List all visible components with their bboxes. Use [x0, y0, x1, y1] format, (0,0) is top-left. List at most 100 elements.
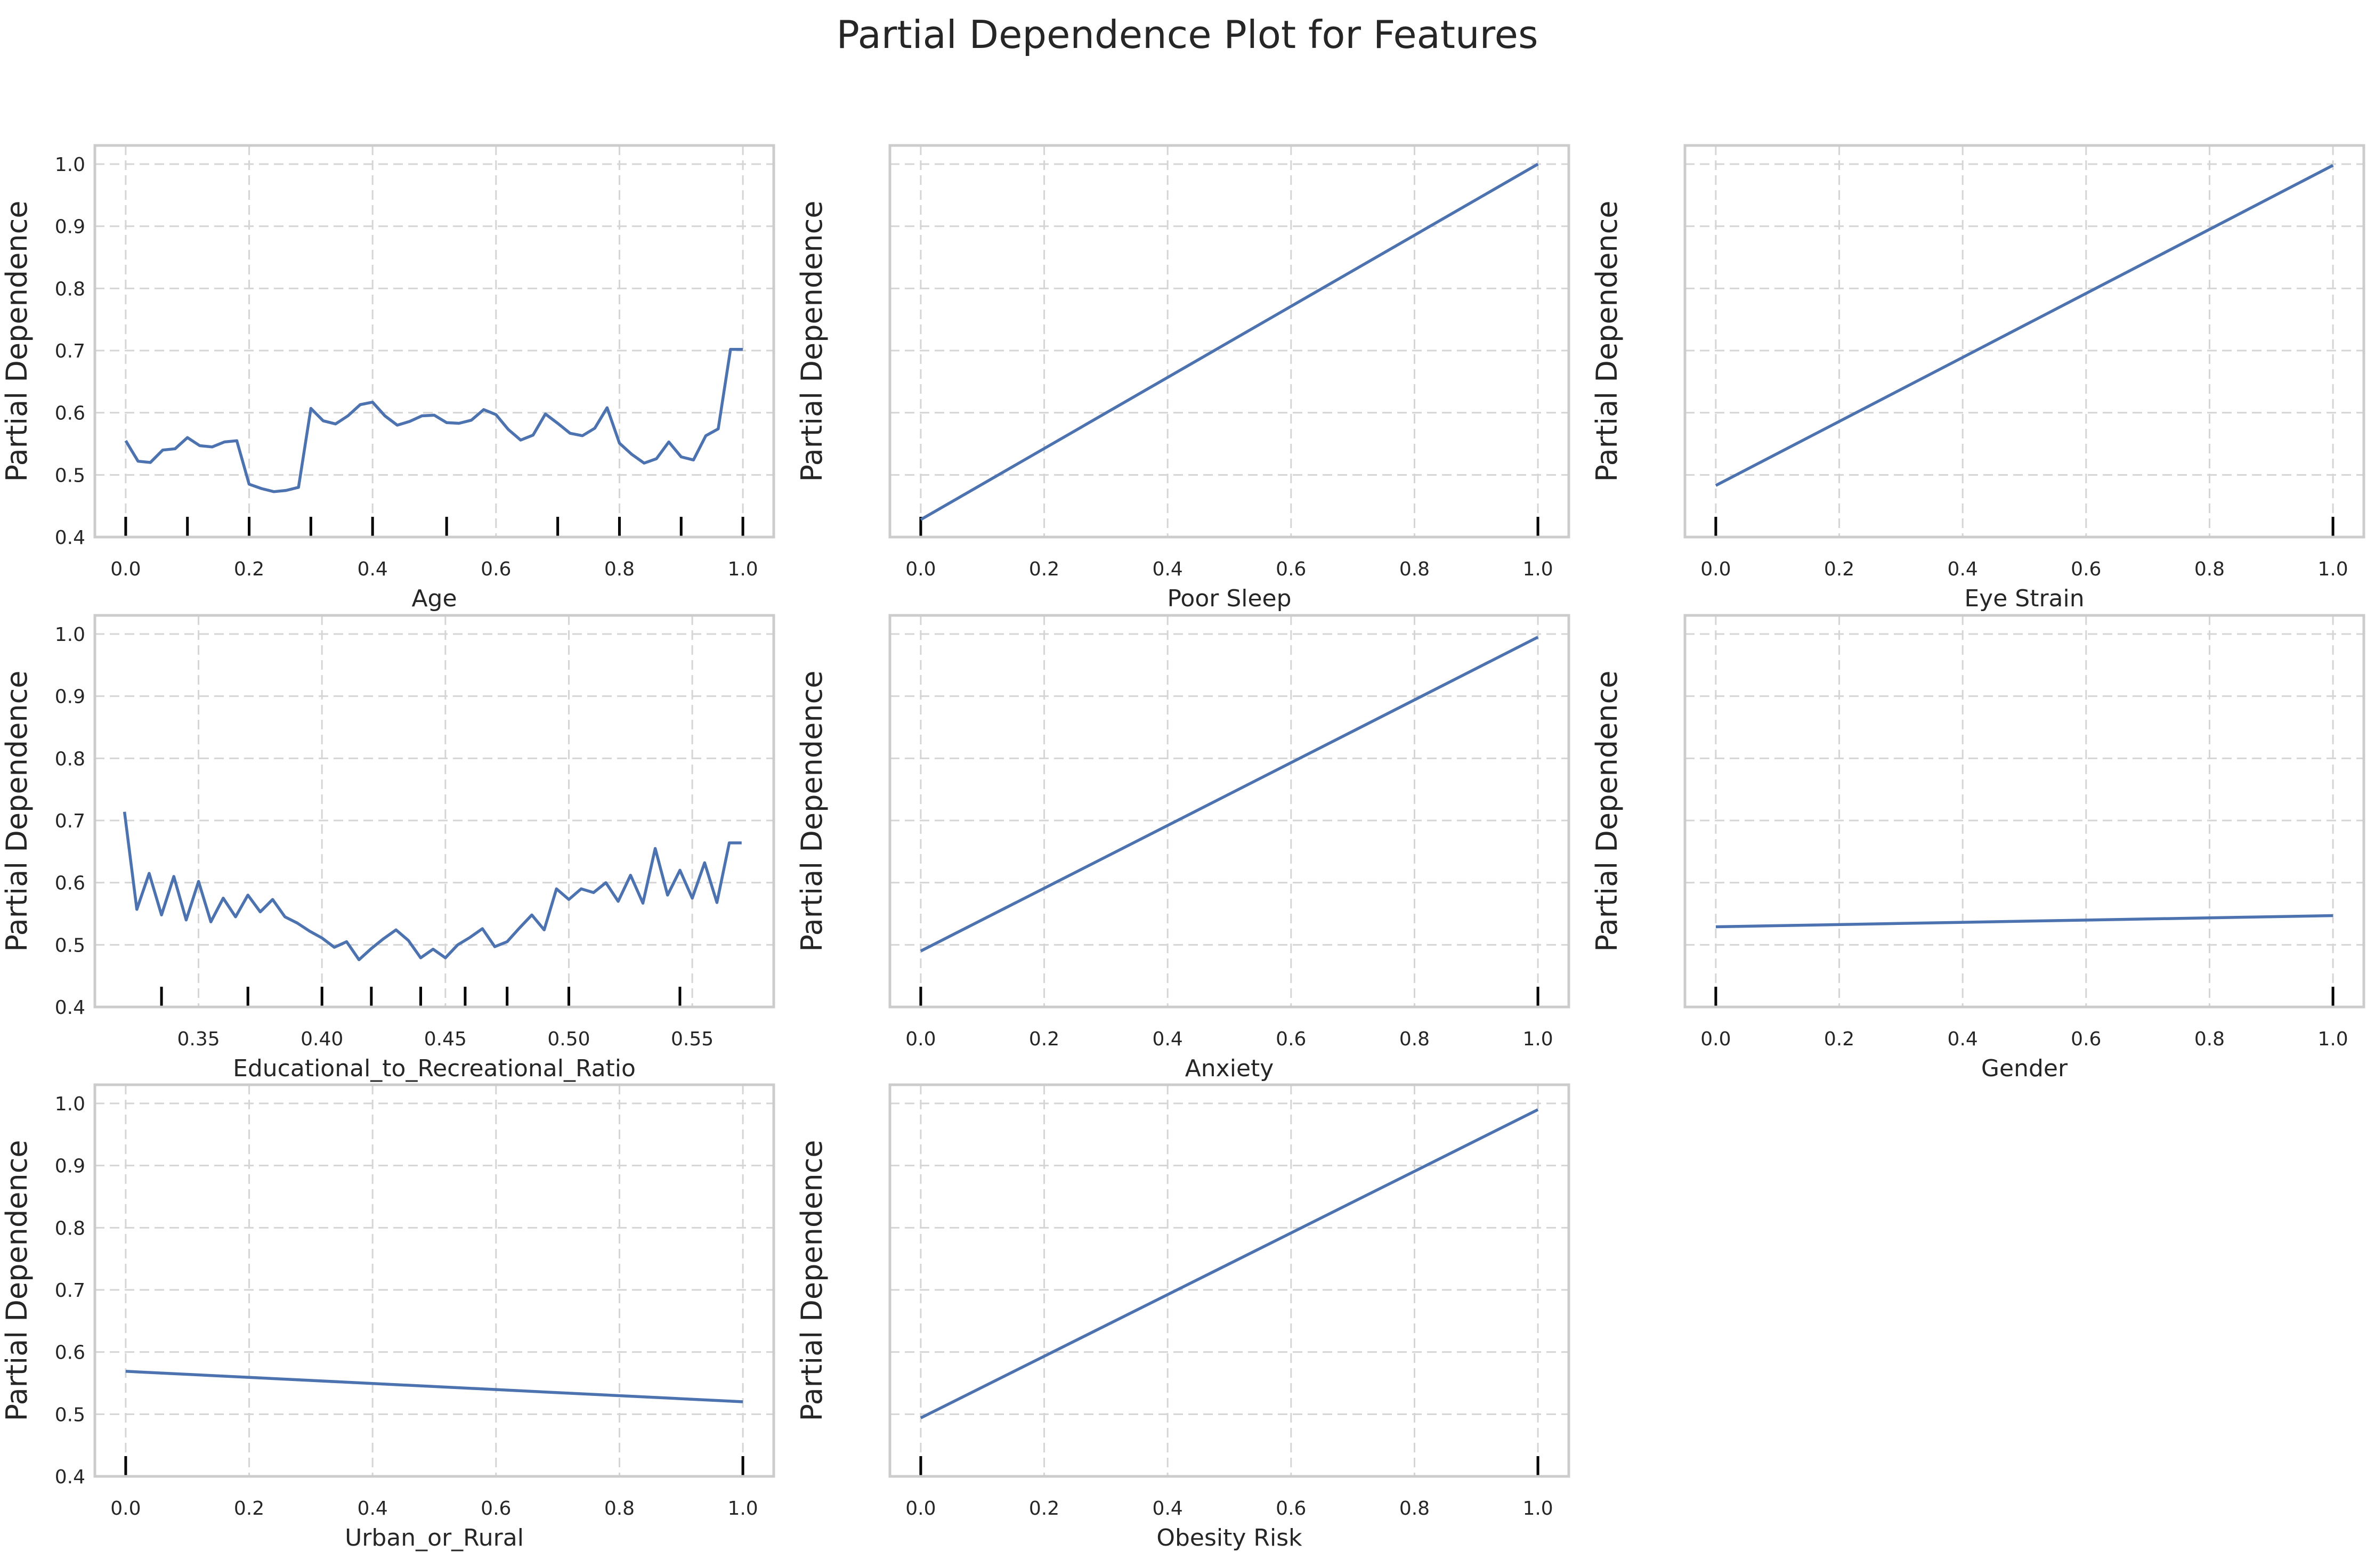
x-tick-label: 0.55 [671, 1028, 714, 1050]
axes-frame [93, 614, 775, 1009]
y-tick-label: 0.8 [55, 278, 85, 300]
x-tick-label: 0.2 [1029, 1498, 1059, 1520]
x-tick-label: 1.0 [727, 558, 758, 580]
y-tick-label: 0.8 [55, 748, 85, 770]
figure-title: Partial Dependence Plot for Features [837, 12, 1538, 57]
x-tick-label: 0.4 [1153, 1498, 1183, 1520]
x-tick-label: 1.0 [2317, 1028, 2348, 1050]
x-tick-label: 0.4 [358, 1498, 388, 1520]
x-tick-label: 0.0 [905, 1028, 936, 1050]
x-axis-label: Urban_or_Rural [345, 1524, 524, 1551]
x-tick-label: 0.4 [1153, 1028, 1183, 1050]
x-axis-label: Obesity Risk [1156, 1524, 1302, 1551]
pd-line [123, 811, 742, 962]
y-axis-label: Partial Dependence [0, 1140, 34, 1421]
x-tick-label: 0.8 [2194, 558, 2225, 580]
axes-frame [888, 614, 1570, 1009]
x-tick-label: 0.2 [1824, 558, 1854, 580]
x-axis-label: Educational_to_Recreational_Ratio [233, 1055, 636, 1082]
subplot-grid: 0.0 0.2 0.4 0.6 0.8 1.0 0.4 0.5 0.6 0.7 0.8 0.9 1.0 A… [0, 144, 2365, 1551]
y-axis-label: Partial Dependence [795, 670, 829, 952]
axes-frame [888, 1083, 1570, 1478]
x-tick-label: 0.4 [1153, 558, 1183, 580]
axes-frame [1683, 144, 2365, 539]
y-axis-label: Partial Dependence [0, 200, 34, 482]
x-tick-label: 0.8 [1399, 558, 1430, 580]
pd-line [125, 1370, 743, 1403]
x-tick-label: 0.8 [2194, 1028, 2225, 1050]
y-tick-label: 0.6 [55, 403, 85, 425]
x-tick-label: 0.6 [1276, 1498, 1306, 1520]
x-tick-label: 0.0 [1700, 558, 1731, 580]
x-tick-label: 0.40 [301, 1028, 343, 1050]
y-tick-label: 0.7 [55, 810, 85, 832]
y-axis-label: Partial Dependence [795, 1140, 829, 1421]
x-tick-label: 0.4 [1948, 1028, 1978, 1050]
y-tick-label: 0.5 [55, 465, 85, 486]
x-tick-label: 0.2 [1824, 1028, 1854, 1050]
y-axis-label: Partial Dependence [795, 200, 829, 482]
pd-line [920, 1108, 1539, 1419]
subplot-4: 0.35 0.40 0.45 0.50 0.55 0.4 0.5 0.6 0.7 0.8 0.9 1.… [0, 614, 775, 1082]
x-tick-label: 0.6 [481, 558, 511, 580]
pd-line [920, 163, 1539, 521]
pd-line [124, 347, 743, 493]
x-tick-label: 1.0 [1522, 558, 1553, 580]
y-tick-label: 0.6 [55, 873, 85, 895]
x-axis-label: Anxiety [1185, 1055, 1274, 1082]
x-tick-label: 0.50 [547, 1028, 590, 1050]
y-tick-label: 1.0 [55, 1093, 85, 1115]
x-tick-label: 0.4 [358, 558, 388, 580]
axes-frame [93, 1083, 775, 1478]
x-tick-label: 0.2 [1029, 558, 1059, 580]
x-axis-label: Eye Strain [1964, 585, 2084, 612]
x-tick-label: 0.0 [1700, 1028, 1731, 1050]
x-tick-label: 1.0 [1522, 1028, 1553, 1050]
y-tick-label: 0.8 [55, 1217, 85, 1239]
y-tick-label: 1.0 [55, 624, 85, 646]
y-tick-label: 0.9 [55, 216, 85, 238]
x-tick-label: 0.8 [1399, 1498, 1430, 1520]
y-tick-label: 0.4 [55, 1466, 85, 1488]
y-axis-label: Partial Dependence [1590, 200, 1624, 482]
y-tick-label: 0.5 [55, 1404, 85, 1426]
x-tick-label: 0.2 [234, 558, 264, 580]
x-tick-label: 0.4 [1948, 558, 1978, 580]
x-tick-label: 0.45 [424, 1028, 467, 1050]
x-tick-label: 1.0 [727, 1498, 758, 1520]
subplot-6: 0.0 0.2 0.4 0.6 0.8 1.0 Gender Partial Dependen… [1590, 614, 2365, 1082]
y-tick-label: 0.9 [55, 1156, 85, 1177]
x-tick-label: 1.0 [2317, 558, 2348, 580]
x-tick-label: 1.0 [1522, 1498, 1553, 1520]
y-tick-label: 0.4 [55, 527, 85, 549]
x-axis-label: Gender [1981, 1055, 2068, 1082]
x-tick-label: 0.0 [905, 1498, 936, 1520]
y-axis-label: Partial Dependence [1590, 670, 1624, 952]
pd-line [1715, 164, 2334, 487]
x-tick-label: 0.0 [110, 558, 141, 580]
y-tick-label: 0.4 [55, 997, 85, 1019]
axes-frame [93, 144, 775, 539]
x-tick-label: 0.6 [1276, 1028, 1306, 1050]
subplot-3: 0.0 0.2 0.4 0.6 0.8 1.0 Eye Strain Partial Depe… [1590, 144, 2365, 612]
x-tick-label: 0.6 [2071, 558, 2101, 580]
y-tick-label: 0.7 [55, 1280, 85, 1302]
y-tick-label: 0.5 [55, 935, 85, 956]
x-tick-label: 0.6 [481, 1498, 511, 1520]
x-tick-label: 0.6 [1276, 558, 1306, 580]
x-tick-label: 0.8 [1399, 1028, 1430, 1050]
x-tick-label: 0.8 [604, 1498, 635, 1520]
axes-frame [1683, 614, 2365, 1009]
x-tick-label: 0.0 [110, 1498, 141, 1520]
subplot-8: 0.0 0.2 0.4 0.6 0.8 1.0 Obesity Risk Partial De… [795, 1083, 1570, 1551]
y-tick-label: 0.7 [55, 340, 85, 362]
y-tick-label: 0.6 [55, 1342, 85, 1364]
subplot-2: 0.0 0.2 0.4 0.6 0.8 1.0 Poor Sleep Partial Depe… [795, 144, 1570, 612]
pd-line [1715, 914, 2333, 929]
x-tick-label: 0.0 [905, 558, 936, 580]
x-tick-label: 0.35 [177, 1028, 220, 1050]
y-axis-label: Partial Dependence [0, 670, 34, 952]
x-tick-label: 0.8 [604, 558, 635, 580]
